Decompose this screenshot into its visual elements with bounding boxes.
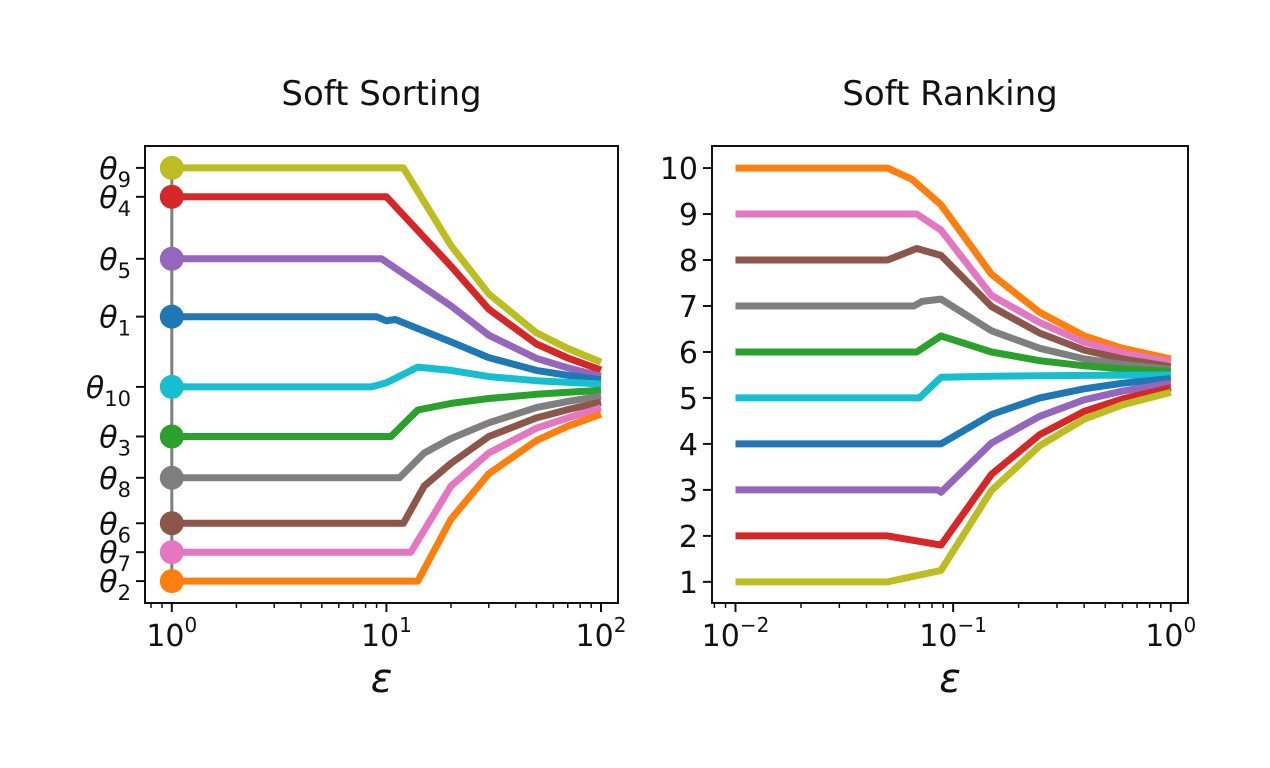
series-line [171, 404, 603, 556]
series-line [735, 245, 1172, 371]
theta-subscript: 10 [104, 387, 131, 411]
y-tick-label: 4 [679, 428, 698, 463]
series-line [171, 392, 602, 482]
series-marker [159, 424, 184, 449]
series-line [171, 363, 602, 391]
theta-symbol: θ [99, 181, 117, 216]
theta-subscript: 4 [118, 197, 131, 221]
theta-symbol: θ [86, 371, 104, 406]
y-tick-label: θ8 [99, 462, 131, 502]
theta-symbol: θ [99, 152, 117, 187]
theta-subscript: 7 [118, 552, 131, 576]
x-tick-base: 10 [146, 619, 184, 654]
x-tick-label: 101 [361, 613, 412, 654]
y-tick-label: 7 [679, 290, 698, 325]
theta-symbol: θ [99, 243, 117, 278]
x-tick-exponent: 0 [1183, 613, 1196, 637]
chart-title: Soft Ranking [842, 74, 1057, 114]
y-tick-label: 3 [679, 474, 698, 509]
series-marker [159, 569, 184, 594]
y-tick-label: θ10 [86, 371, 131, 411]
y-tick-label: θ5 [99, 243, 131, 283]
series-line [171, 398, 602, 527]
theta-symbol: θ [99, 565, 117, 600]
theta-subscript: 2 [118, 581, 131, 605]
series-marker [159, 374, 184, 399]
x-tick-base: 10 [702, 619, 740, 654]
x-tick-exponent: −1 [957, 613, 986, 637]
series-line [735, 375, 1172, 448]
series-line [735, 332, 1171, 375]
series-line [171, 193, 603, 374]
y-tick-label: θ1 [99, 301, 131, 341]
y-tick-label: θ9 [99, 152, 131, 192]
theta-symbol: θ [99, 536, 117, 571]
series-marker [159, 304, 184, 329]
x-axis-label: ε [371, 656, 393, 702]
series-line [171, 386, 602, 440]
x-tick-base: 10 [919, 619, 957, 654]
theta-subscript: 3 [118, 436, 131, 460]
x-tick-exponent: 0 [185, 613, 198, 637]
x-tick-exponent: 1 [399, 613, 412, 637]
x-tick-exponent: −2 [740, 613, 769, 637]
series-marker [159, 511, 184, 536]
theta-subscript: 9 [118, 168, 131, 192]
theta-symbol: θ [99, 507, 117, 542]
series-marker [159, 184, 184, 209]
theta-subscript: 1 [118, 317, 131, 341]
theta-subscript: 6 [118, 523, 131, 547]
chart-title: Soft Sorting [281, 74, 481, 114]
x-tick-label: 10−2 [702, 613, 770, 654]
y-tick-label: 8 [679, 244, 698, 279]
x-tick-base: 10 [1145, 619, 1183, 654]
series-line [735, 379, 1172, 496]
y-tick-label: 6 [679, 336, 698, 371]
x-tick-base: 10 [361, 619, 399, 654]
series-line [171, 410, 603, 585]
y-tick-label: 1 [679, 566, 698, 601]
y-tick-label: θ7 [99, 536, 131, 576]
x-tick-exponent: 2 [614, 613, 627, 637]
x-tick-base: 10 [576, 619, 614, 654]
y-tick-label: 9 [679, 198, 698, 233]
theta-subscript: 5 [118, 259, 131, 283]
y-tick-label: 2 [679, 520, 698, 555]
theta-subscript: 8 [118, 478, 131, 502]
series-marker [159, 246, 184, 271]
y-tick-label: θ3 [99, 420, 131, 460]
axes-frame [711, 145, 1189, 604]
theta-symbol: θ [99, 462, 117, 497]
x-tick-label: 10−1 [919, 613, 987, 654]
series-line [735, 164, 1172, 363]
series-line [171, 313, 602, 384]
series-marker [159, 540, 184, 565]
x-tick-label: 100 [146, 613, 197, 654]
series-line [735, 389, 1172, 586]
y-tick-label: θ2 [99, 565, 131, 605]
axes-frame [144, 145, 619, 604]
y-tick-label: 10 [660, 152, 698, 187]
series-line [735, 295, 1172, 373]
series-line [171, 255, 602, 380]
series-line [735, 371, 1171, 402]
y-tick-label: 5 [679, 382, 698, 417]
theta-symbol: θ [99, 301, 117, 336]
series-marker [159, 155, 184, 180]
x-tick-label: 102 [576, 613, 627, 654]
series-line [735, 384, 1172, 549]
x-axis-label: ε [939, 656, 961, 702]
theta-symbol: θ [99, 420, 117, 455]
series-line [735, 210, 1172, 366]
y-tick-label: θ6 [99, 507, 131, 547]
x-tick-label: 100 [1145, 613, 1196, 654]
series-marker [159, 465, 184, 490]
series-line [171, 164, 603, 366]
y-tick-label: θ4 [99, 181, 131, 221]
